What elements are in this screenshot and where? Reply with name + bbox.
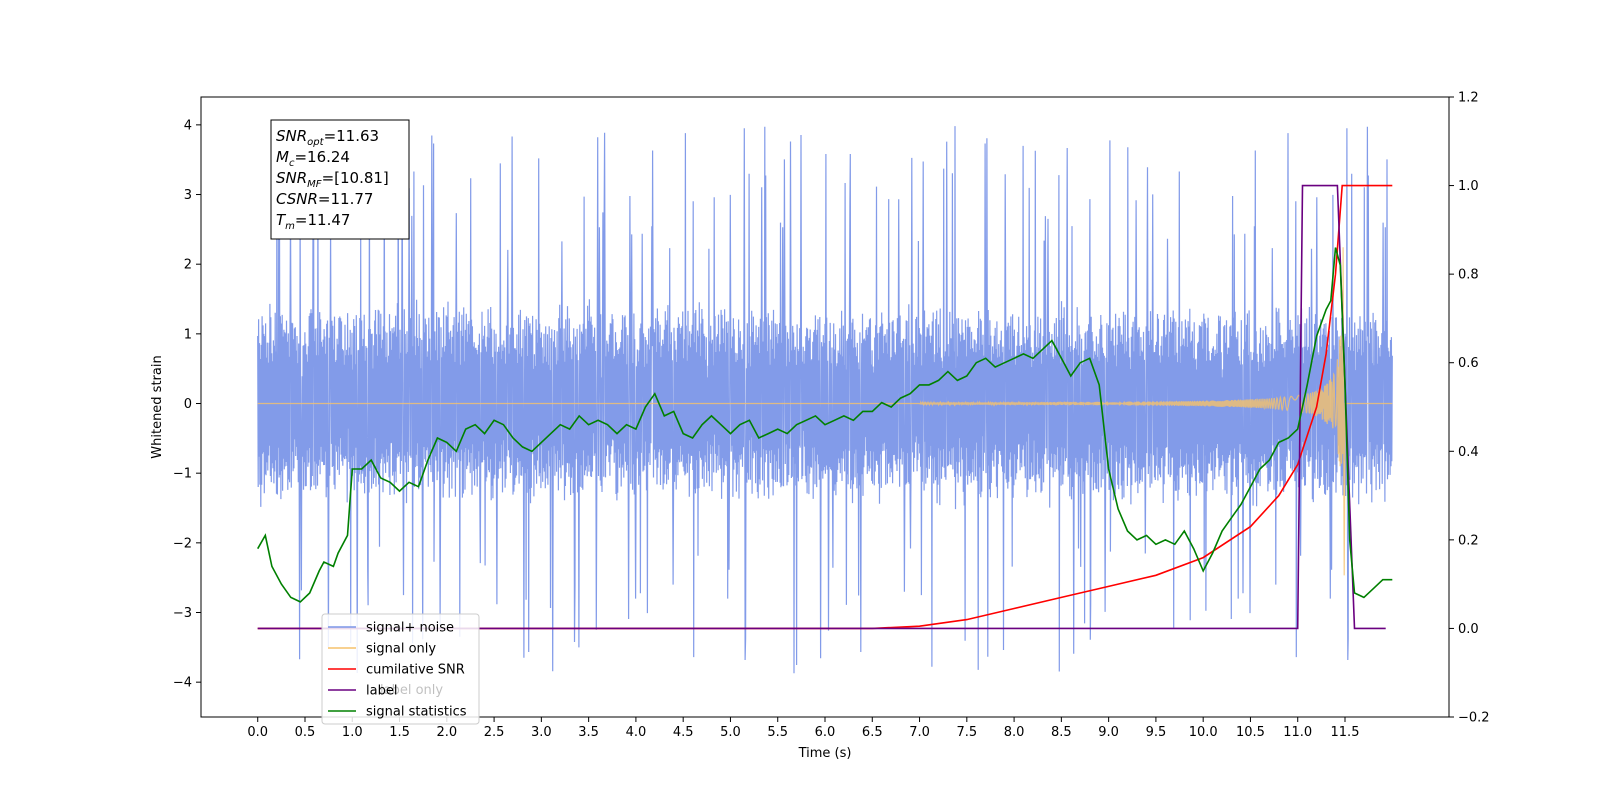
y-tick-label: 1 [184, 327, 192, 342]
legend-entry-label: signal+ noise [366, 621, 454, 636]
annotation-box-frame [270, 119, 410, 240]
x-tick-label: 2.0 [436, 725, 457, 740]
x-tick-label: 3.0 [531, 725, 552, 740]
legend-frame [321, 613, 480, 725]
y-tick-label: −4 [173, 676, 192, 691]
y-axis-label: Whitened strain [150, 355, 165, 458]
plot-area [257, 126, 1393, 674]
annotation-line: SNRMF=[10.81] [276, 169, 389, 190]
legend: signal+ noise signal only cumilative SNR la… [321, 613, 480, 725]
legend-entry-label: label [366, 684, 397, 699]
series-signal-noise [257, 126, 1393, 674]
series-label [257, 184, 1386, 630]
y-right-tick-label: 0.2 [1458, 533, 1479, 548]
series-signal-only [257, 247, 1393, 576]
x-tick-label: 1.0 [342, 725, 363, 740]
legend-entry-label: cumilative SNR [366, 663, 465, 678]
x-tick-label: 7.0 [909, 725, 930, 740]
annotation-box: SNRopt=11.63Mc=16.24SNRMF=[10.81]CSNR=11… [270, 119, 410, 240]
x-tick-label: 10.5 [1236, 725, 1265, 740]
y-right-tick-label: 0.0 [1458, 622, 1479, 637]
x-tick-label: 5.0 [720, 725, 741, 740]
x-tick-label: 8.0 [1004, 725, 1025, 740]
annotation-line: CSNR=11.77 [276, 190, 373, 208]
legend-entry-label: signal statistics [366, 705, 467, 720]
x-tick-label: 0.5 [295, 725, 316, 740]
annotation-line: SNRopt=11.63 [276, 127, 379, 148]
x-tick-label: 10.0 [1189, 725, 1218, 740]
y-tick-label: 0 [184, 397, 192, 412]
legend-entry-label: signal only [366, 642, 436, 657]
x-tick-label: 4.0 [626, 725, 647, 740]
y-tick-label: −2 [173, 536, 192, 551]
x-tick-label: 1.5 [389, 725, 410, 740]
y-right-tick-label: 1.2 [1458, 91, 1479, 106]
x-tick-label: 5.5 [767, 725, 788, 740]
x-tick-label: 4.5 [673, 725, 694, 740]
x-tick-label: 8.5 [1051, 725, 1072, 740]
x-tick-label: 11.0 [1283, 725, 1312, 740]
series-cumulative-snr [257, 184, 1393, 630]
y-axis-ticks: 4 3 2 1 0 −1 −2 −3 −4 [173, 118, 201, 691]
x-tick-label: 2.5 [484, 725, 505, 740]
x-axis-label: Time (s) [798, 746, 852, 761]
annotation-line: Tm=11.47 [276, 211, 350, 232]
y-axis-right-ticks: 1.2 1.0 0.8 0.6 0.4 0.2 0.0 −0.2 [1449, 91, 1490, 726]
y-tick-label: 3 [184, 188, 192, 203]
x-axis-ticks: 0.0 0.5 1.0 1.5 2.0 2.5 3.0 3.5 4.0 4.5 5.0 5.5 6.0 6… [247, 717, 1359, 740]
x-tick-label: 9.5 [1146, 725, 1167, 740]
x-tick-label: 6.0 [815, 725, 836, 740]
legend-overlapped-text: label only [380, 683, 443, 698]
y-right-tick-label: −0.2 [1458, 711, 1490, 726]
x-tick-label: 3.5 [578, 725, 599, 740]
y-tick-label: 4 [184, 118, 192, 133]
x-tick-label: 6.5 [862, 725, 883, 740]
x-tick-label: 11.5 [1331, 725, 1360, 740]
y-tick-label: 2 [184, 258, 192, 273]
series-signal-statistics [257, 247, 1393, 603]
y-right-tick-label: 0.8 [1458, 268, 1479, 283]
y-right-tick-label: 0.6 [1458, 356, 1479, 371]
x-tick-label: 7.5 [956, 725, 977, 740]
y-right-tick-label: 0.4 [1458, 445, 1479, 460]
y-tick-label: −3 [173, 606, 192, 621]
x-tick-label: 0.0 [247, 725, 268, 740]
y-tick-label: −1 [173, 467, 192, 482]
y-right-tick-label: 1.0 [1458, 179, 1479, 194]
x-tick-label: 9.0 [1098, 725, 1119, 740]
annotation-line: Mc=16.24 [276, 148, 350, 169]
